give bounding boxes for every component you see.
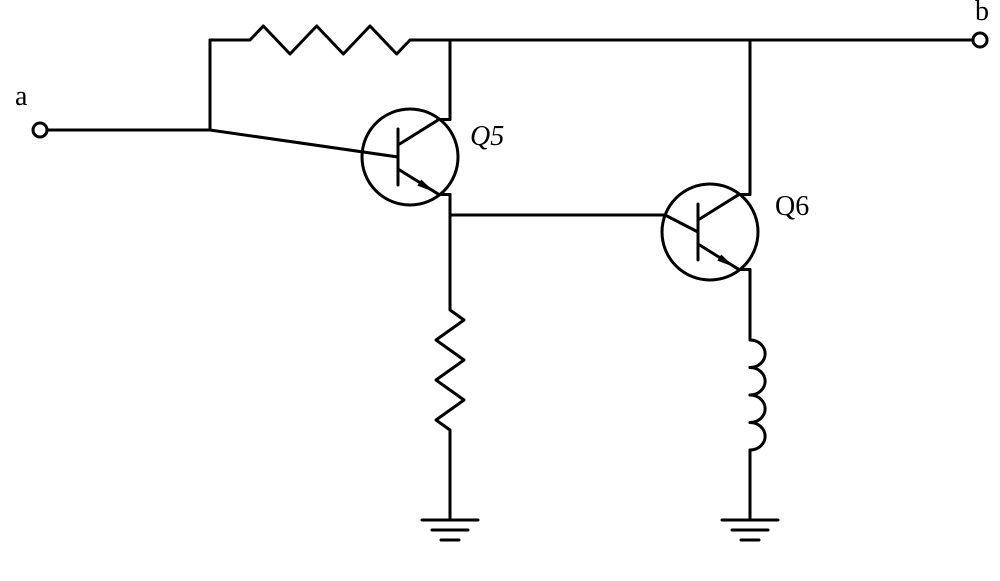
- label-terminal_b: b: [975, 0, 989, 27]
- inductor-L1: [750, 320, 765, 470]
- resistor-R2: [436, 270, 464, 470]
- resistor-R1: [210, 26, 450, 54]
- label-q6: Q6: [775, 191, 809, 222]
- ground-G2: [722, 500, 778, 540]
- label-q5: Q5: [470, 121, 504, 152]
- transistor-Q5: [210, 100, 458, 215]
- terminal-Rb: [973, 33, 987, 47]
- ground-G1: [422, 500, 478, 540]
- circuit-diagram: a b Q5 Q6: [0, 0, 1000, 581]
- transistor-Q6: [662, 175, 758, 290]
- terminal-Ra: [33, 123, 47, 137]
- label-terminal_a: a: [15, 81, 28, 112]
